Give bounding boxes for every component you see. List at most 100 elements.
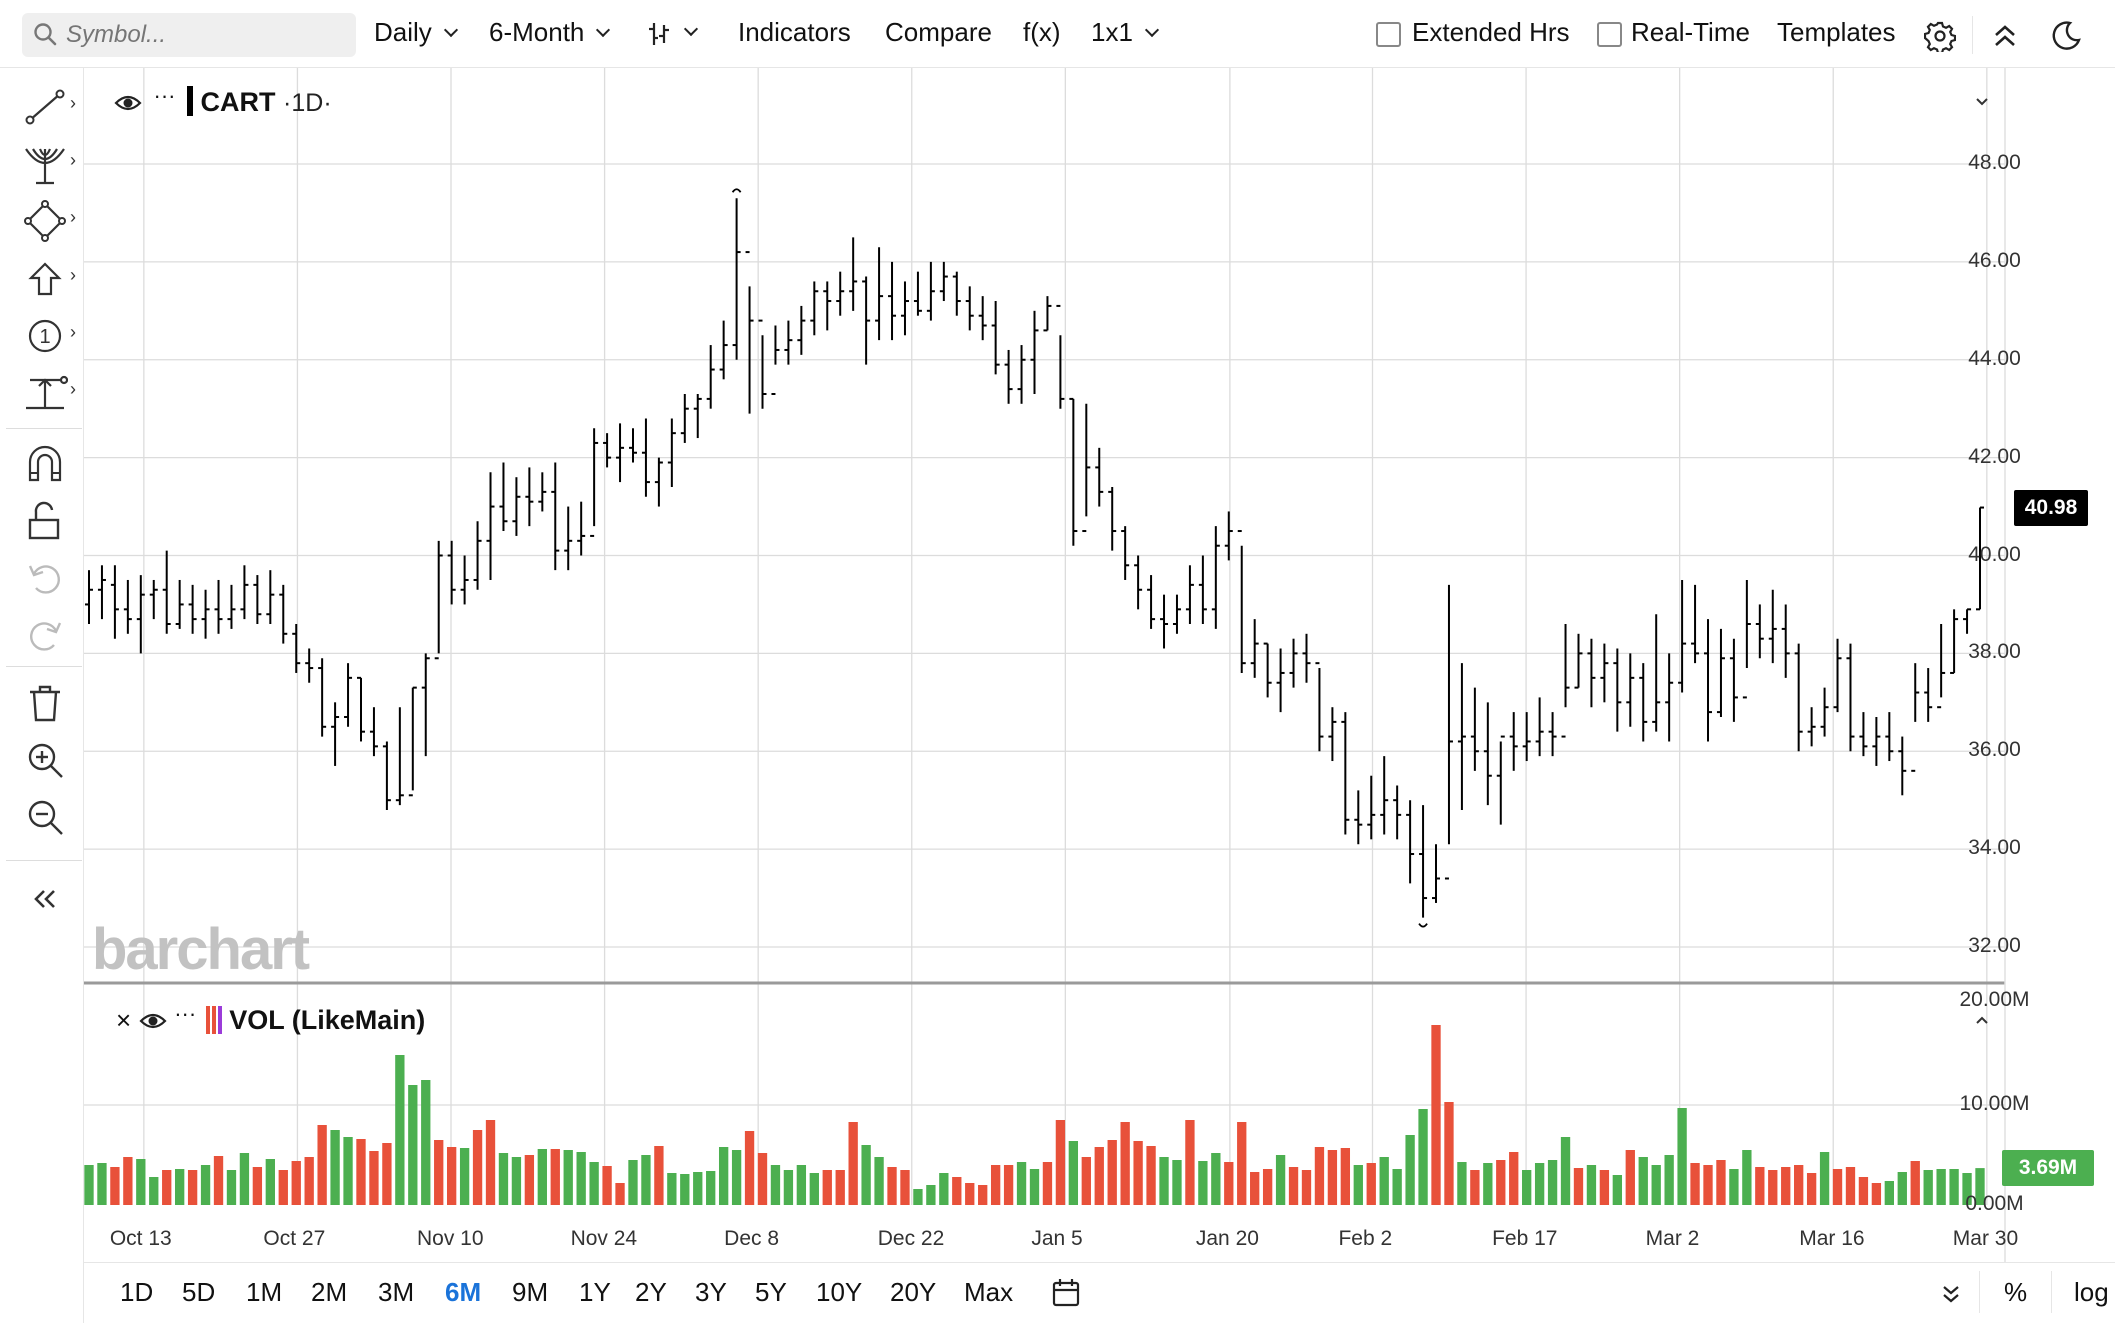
chevron-right-icon[interactable]: › (70, 265, 76, 285)
volume-bar (1742, 1150, 1752, 1205)
period-button-6m[interactable]: 6M (445, 1277, 482, 1307)
ohlc-bar (577, 501, 586, 556)
ohlc-bar (512, 477, 521, 536)
period-button-2y[interactable]: 2Y (635, 1277, 667, 1307)
period-button-2m[interactable]: 2M (311, 1277, 348, 1307)
collapse-left-icon[interactable] (22, 876, 68, 922)
close-icon[interactable]: × (116, 1005, 132, 1035)
ohlc-bar (1535, 697, 1544, 757)
price-chart[interactable] (84, 68, 2115, 1262)
period-button-1d[interactable]: 1D (120, 1277, 154, 1307)
ohlc-bar (900, 281, 909, 336)
compare-button[interactable]: Compare (885, 17, 992, 47)
time-axis-label: Jan 5 (1031, 1227, 1083, 1250)
templates-button[interactable]: Templates (1777, 17, 1896, 47)
volume-bar (1819, 1152, 1830, 1205)
pane-expand-chevron-icon[interactable] (1974, 1014, 1990, 1026)
period-button-max[interactable]: Max (964, 1277, 1014, 1307)
ohlc-bar (162, 550, 171, 634)
expand-down-icon[interactable] (1940, 1283, 1962, 1305)
ohlc-bar (1147, 575, 1156, 629)
eye-icon[interactable] (139, 1010, 167, 1032)
more-options-icon[interactable]: ··· (153, 83, 176, 108)
volume-bar (317, 1125, 327, 1205)
undo-icon[interactable] (22, 556, 68, 602)
volume-bar (1690, 1163, 1700, 1205)
price-axis-label: 46.00 (1968, 248, 2021, 272)
realtime-label[interactable]: Real-Time (1631, 17, 1750, 47)
volume-bar (239, 1153, 250, 1205)
fibonacci-fork-icon[interactable] (22, 141, 68, 187)
volume-bar (887, 1167, 897, 1205)
period-button-9m[interactable]: 9M (512, 1277, 549, 1307)
period-button-5d[interactable]: 5D (182, 1277, 216, 1307)
volume-bar (1055, 1120, 1066, 1205)
watermark-logo: barchart (92, 917, 310, 982)
symbol-search[interactable] (22, 13, 356, 57)
period-button-1y[interactable]: 1Y (579, 1277, 611, 1307)
period-button-1m[interactable]: 1M (246, 1277, 283, 1307)
period-button-20y[interactable]: 20Y (890, 1277, 937, 1307)
realtime-checkbox[interactable] (1597, 22, 1622, 47)
volume-bar (783, 1170, 794, 1205)
symbol-search-input[interactable] (66, 17, 346, 53)
trash-icon[interactable] (22, 680, 68, 726)
volume-bar (84, 1165, 94, 1205)
arrow-up-icon[interactable] (22, 256, 68, 302)
range-dropdown[interactable]: 6-Month (489, 17, 611, 47)
trend-line-icon[interactable] (22, 84, 68, 130)
collapse-up-icon[interactable] (1992, 22, 2018, 50)
volume-bar (1781, 1167, 1791, 1205)
percent-toggle[interactable]: % (2004, 1277, 2028, 1307)
chart-type-dropdown[interactable] (646, 20, 699, 50)
redo-icon[interactable] (22, 613, 68, 659)
unlock-icon[interactable] (22, 498, 68, 544)
interval-dropdown[interactable]: Daily (374, 17, 458, 47)
volume-bar (693, 1172, 703, 1205)
time-axis-label: Mar 16 (1799, 1227, 1865, 1250)
period-button-3m[interactable]: 3M (378, 1277, 415, 1307)
numbered-note-icon[interactable]: 1 (22, 313, 68, 359)
eye-icon[interactable] (114, 92, 142, 114)
chevron-right-icon[interactable]: › (70, 93, 76, 113)
volume-bar (97, 1163, 107, 1205)
shapes-icon[interactable] (22, 198, 68, 244)
calendar-icon[interactable] (1051, 1277, 1081, 1309)
time-axis-label: Feb 17 (1492, 1227, 1558, 1250)
volume-bar (1405, 1135, 1415, 1205)
magnet-icon[interactable] (22, 440, 68, 486)
ohlc-bar (1289, 638, 1298, 688)
volume-bar (770, 1165, 781, 1205)
more-options-icon[interactable]: ··· (174, 1001, 197, 1026)
measure-icon[interactable] (22, 370, 68, 416)
ohlc-bar (1911, 663, 1920, 772)
ohlc-bar (97, 565, 106, 620)
function-button[interactable]: f(x) (1023, 17, 1061, 47)
chevron-right-icon[interactable]: › (70, 150, 76, 170)
volume-bar (1638, 1157, 1648, 1205)
zoom-out-icon[interactable] (22, 794, 68, 840)
period-button-5y[interactable]: 5Y (755, 1277, 787, 1307)
gear-icon[interactable] (1924, 20, 1956, 52)
zoom-in-icon[interactable] (22, 737, 68, 783)
log-toggle[interactable]: log (2074, 1277, 2109, 1307)
volume-bar (1858, 1177, 1869, 1205)
chevron-right-icon[interactable]: › (70, 322, 76, 342)
volume-bar (835, 1170, 845, 1205)
period-button-10y[interactable]: 10Y (816, 1277, 863, 1307)
chevron-right-icon[interactable]: › (70, 207, 76, 227)
time-axis-label: Mar 2 (1645, 1227, 1700, 1250)
period-button-3y[interactable]: 3Y (695, 1277, 727, 1307)
chevron-right-icon[interactable]: › (70, 379, 76, 399)
volume-bar (472, 1130, 483, 1205)
ohlc-bar (706, 345, 715, 409)
layout-dropdown[interactable]: 1x1 (1091, 17, 1159, 47)
extended-hrs-checkbox[interactable] (1376, 22, 1401, 47)
dark-mode-moon-icon[interactable] (2050, 20, 2082, 52)
ohlc-bar (1768, 589, 1777, 664)
indicators-button[interactable]: Indicators (738, 17, 851, 47)
ohlc-bar (421, 653, 430, 757)
volume-legend: × ··· VOL (LikeMain) (116, 1001, 425, 1041)
extended-hrs-label[interactable]: Extended Hrs (1412, 17, 1570, 47)
pane-collapse-chevron-icon[interactable] (1974, 96, 1990, 108)
